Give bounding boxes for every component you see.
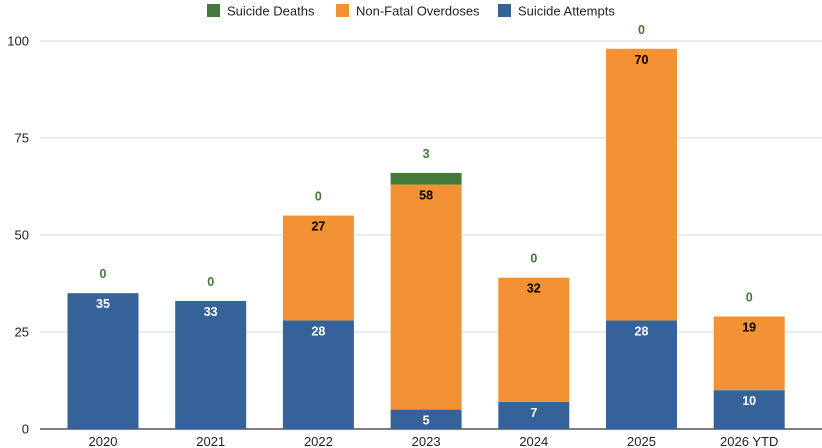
x-tick-label-2024: 2024 [519, 434, 548, 448]
data-label-suicide-attempts-2023: 5 [423, 414, 430, 428]
data-label-suicide-deaths-2026-ytd: 0 [746, 290, 753, 304]
bar-suicide-deaths-2023 [390, 172, 462, 185]
bar-suicide-attempts-2024 [498, 401, 570, 429]
x-tick-label-2023: 2023 [412, 434, 441, 448]
data-label-non-fatal-overdoses-2024: 32 [527, 282, 541, 296]
data-label-suicide-deaths-2023: 3 [423, 147, 430, 161]
legend-label-suicide-deaths: Suicide Deaths [227, 4, 315, 19]
data-label-suicide-attempts-2025: 28 [635, 324, 649, 338]
data-label-suicide-attempts-2024: 7 [530, 406, 537, 420]
data-label-suicide-deaths-2022: 0 [315, 190, 322, 204]
data-label-suicide-deaths-2025: 0 [638, 23, 645, 37]
bar-non-fatal-overdoses-2025 [606, 48, 677, 321]
bar-suicide-attempts-2021 [175, 300, 247, 429]
x-tick-label-2021: 2021 [196, 434, 225, 448]
x-tick-label-2025: 2025 [627, 434, 656, 448]
legend-label-non-fatal-overdoses: Non-Fatal Overdoses [356, 4, 480, 19]
bar-suicide-attempts-2020 [67, 293, 139, 429]
data-labels: 35 0 33 0 28 27 0 5 58 3 7 32 0 28 70 0 10 19 0 [96, 23, 756, 428]
legend: Suicide Deaths Non-Fatal Overdoses Suicide… [207, 4, 615, 19]
y-tick-label-50: 50 [15, 228, 29, 243]
y-tick-label-100: 100 [7, 34, 29, 49]
x-tick-label-2026-ytd: 2026 YTD [720, 434, 778, 448]
data-label-non-fatal-overdoses-2026-ytd: 19 [742, 320, 756, 334]
y-axis: 0 25 50 75 100 [7, 34, 29, 437]
bar-suicide-attempts-2023 [390, 409, 462, 429]
data-label-non-fatal-overdoses-2022: 27 [311, 220, 325, 234]
bar-non-fatal-overdoses-2024 [498, 277, 570, 402]
data-label-suicide-deaths-2021: 0 [207, 275, 214, 289]
bars [67, 48, 785, 429]
x-tick-label-2020: 2020 [89, 434, 118, 448]
data-label-suicide-deaths-2024: 0 [530, 252, 537, 266]
y-tick-label-0: 0 [22, 422, 29, 437]
data-label-non-fatal-overdoses-2025: 70 [635, 53, 649, 67]
legend-swatch-non-fatal-overdoses [336, 4, 349, 17]
bar-non-fatal-overdoses-2022 [282, 215, 354, 321]
legend-swatch-suicide-deaths [207, 4, 220, 17]
bar-non-fatal-overdoses-2023 [390, 184, 462, 410]
data-label-suicide-attempts-2026-ytd: 10 [742, 394, 756, 408]
data-label-suicide-deaths-2020: 0 [100, 267, 107, 281]
x-axis: 2020 2021 2022 2023 2024 2025 2026 YTD [89, 434, 779, 448]
legend-label-suicide-attempts: Suicide Attempts [518, 4, 615, 19]
bar-suicide-attempts-2022 [282, 320, 354, 429]
bar-suicide-attempts-2025 [606, 320, 677, 429]
y-tick-label-25: 25 [15, 325, 29, 340]
data-label-suicide-attempts-2021: 33 [204, 305, 218, 319]
data-label-non-fatal-overdoses-2023: 58 [419, 189, 433, 203]
x-tick-label-2022: 2022 [304, 434, 333, 448]
y-tick-label-75: 75 [15, 131, 29, 146]
data-label-suicide-attempts-2022: 28 [311, 324, 325, 338]
data-label-suicide-attempts-2020: 35 [96, 297, 110, 311]
legend-swatch-suicide-attempts [498, 4, 511, 17]
bar-suicide-attempts-2026-ytd [713, 390, 785, 429]
bar-non-fatal-overdoses-2026-ytd [713, 316, 785, 391]
